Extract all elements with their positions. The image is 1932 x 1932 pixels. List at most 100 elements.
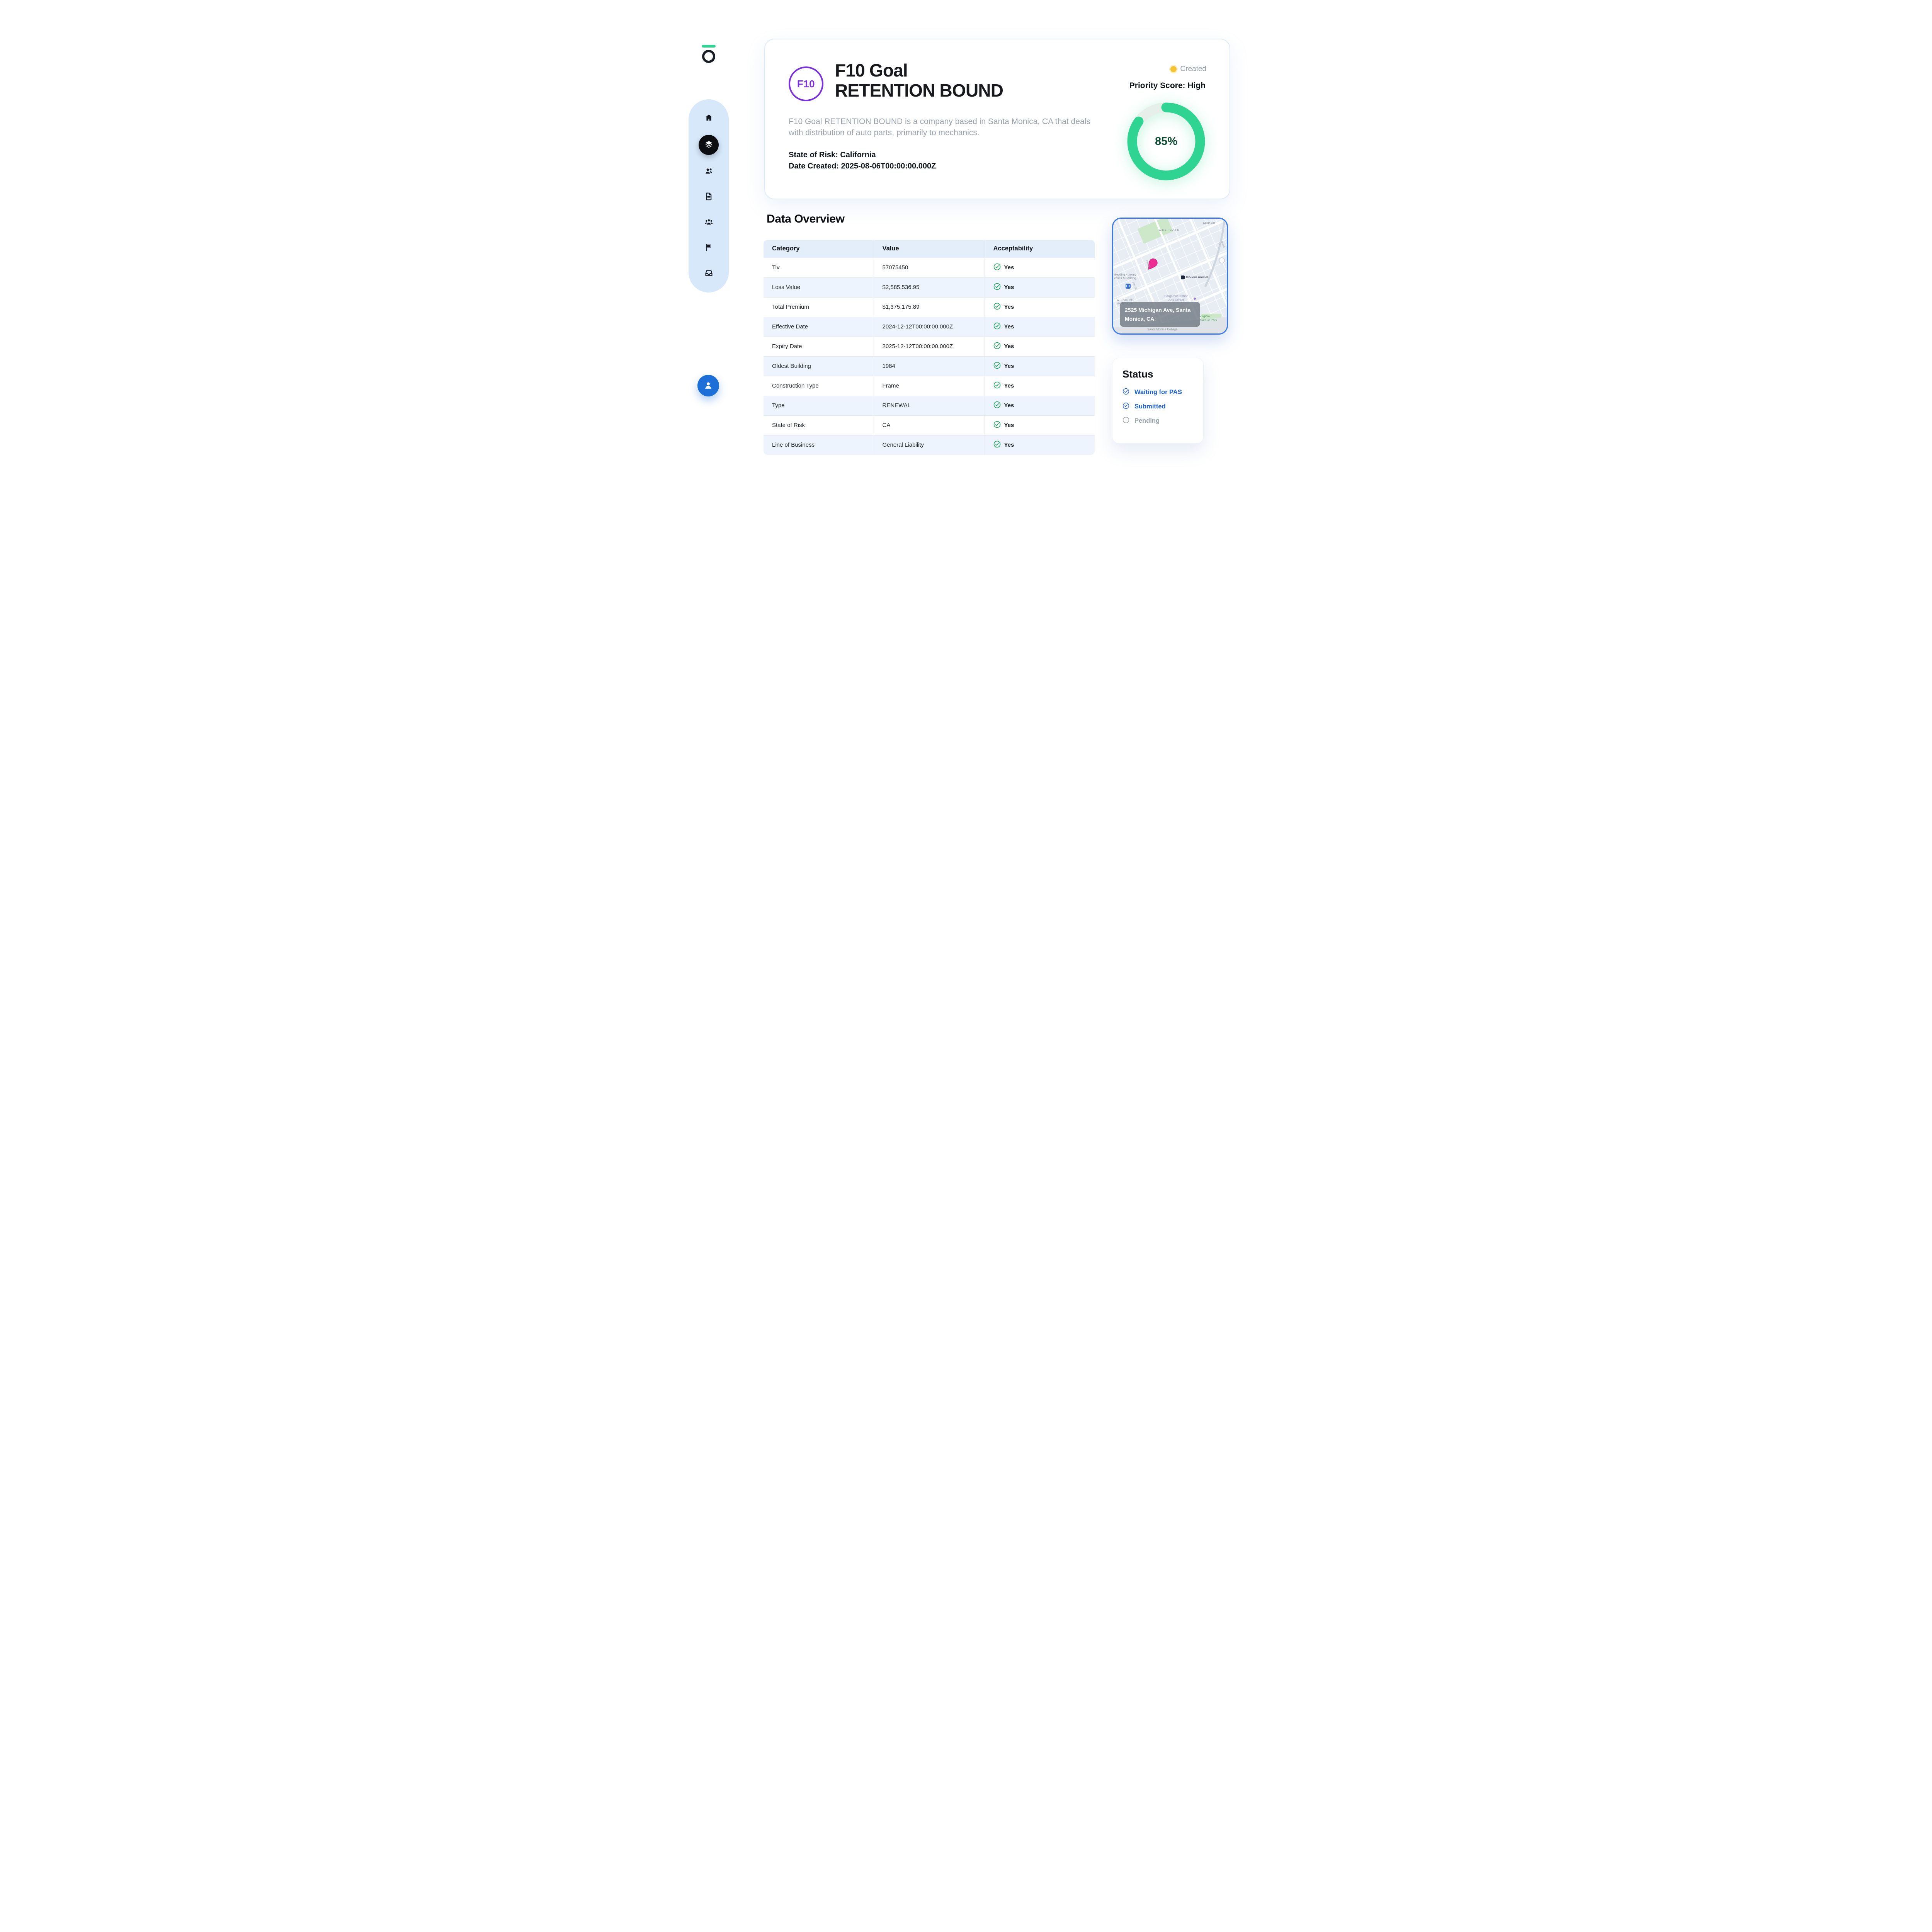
cell-value: 2025-12-12T00:00:00.000Z — [873, 336, 985, 356]
cell-value: 2024-12-12T00:00:00.000Z — [873, 316, 985, 337]
check-circle-icon — [993, 283, 1001, 292]
status-item-submitted[interactable]: Submitted — [1122, 402, 1193, 411]
cell-value: General Liability — [873, 435, 985, 455]
table-header-row: Category Value Acceptability — [764, 240, 1095, 258]
check-circle-icon — [993, 303, 1001, 311]
map-pin-icon — [1148, 259, 1158, 270]
check-circle-icon — [993, 381, 1001, 390]
sidebar — [689, 99, 729, 293]
state-of-risk: State of Risk: California — [789, 151, 876, 159]
title-line-1: F10 Goal — [835, 60, 908, 80]
map-address-overlay: 2525 Michigan Ave, Santa Monica, CA — [1120, 302, 1200, 327]
sidebar-item-flags[interactable] — [700, 239, 718, 257]
check-circle-icon — [993, 263, 1001, 272]
check-circle-icon — [993, 421, 1001, 430]
cell-acceptability: Yes — [984, 297, 1095, 317]
brand-accent-bar — [702, 45, 716, 48]
score-percent: 85% — [1155, 135, 1178, 148]
sidebar-item-documents[interactable] — [700, 188, 718, 206]
table-row: Type RENEWAL Yes — [764, 395, 1095, 415]
cell-category: Type — [764, 395, 874, 415]
user-avatar-button[interactable] — [697, 375, 719, 396]
cell-category: State of Risk — [764, 415, 874, 435]
sidebar-item-layers[interactable] — [699, 135, 719, 155]
sidebar-item-home[interactable] — [700, 109, 718, 127]
table-row: Oldest Building 1984 Yes — [764, 356, 1095, 376]
cell-category: Construction Type — [764, 376, 874, 396]
cell-value: CA — [873, 415, 985, 435]
status-created-label: Created — [1180, 65, 1206, 73]
table-row: Line of Business General Liability Yes — [764, 435, 1095, 455]
cell-value: $1,375,175.89 — [873, 297, 985, 317]
map-park-area — [1137, 219, 1173, 244]
cell-category: Oldest Building — [764, 356, 874, 376]
status-item-waiting-for-pas[interactable]: Waiting for PAS — [1122, 388, 1193, 397]
sidebar-item-team[interactable] — [700, 214, 718, 231]
cell-value: 1984 — [873, 356, 985, 376]
status-list: Waiting for PAS Submitted Pending — [1122, 388, 1193, 425]
flag-icon — [704, 243, 713, 253]
empty-circle-icon — [1122, 417, 1129, 425]
status-label: Submitted — [1134, 403, 1166, 410]
document-icon — [704, 192, 713, 202]
cell-acceptability: Yes — [984, 277, 1095, 297]
column-header-category: Category — [764, 240, 874, 258]
cell-category: Expiry Date — [764, 336, 874, 356]
table-row: Expiry Date 2025-12-12T00:00:00.000Z Yes — [764, 336, 1095, 356]
poi-bed-icon — [1126, 283, 1131, 289]
cell-acceptability: Yes — [984, 257, 1095, 277]
check-circle-icon — [1122, 402, 1129, 411]
cell-category: Line of Business — [764, 435, 874, 455]
table-row: Effective Date 2024-12-12T00:00:00.000Z Ye… — [764, 316, 1095, 337]
team-icon — [704, 218, 713, 228]
cell-acceptability: Yes — [984, 395, 1095, 415]
cell-value: RENEWAL — [873, 395, 985, 415]
cell-acceptability: Yes — [984, 336, 1095, 356]
cell-acceptability: Yes — [984, 316, 1095, 337]
table-row: Loss Value $2,585,536.95 Yes — [764, 277, 1095, 297]
status-card: Status Waiting for PAS Submitted Pending — [1112, 358, 1204, 444]
user-icon — [703, 380, 714, 392]
location-map[interactable]: Color Bar WESTGATE Bedding - Luxury esses … — [1112, 218, 1228, 335]
cell-acceptability: Yes — [984, 356, 1095, 376]
table-row: Tiv 57075450 Yes — [764, 257, 1095, 277]
table-row: Construction Type Frame Yes — [764, 376, 1095, 396]
header-card: F10 F10 Goal RETENTION BOUND F10 Goal RE… — [764, 39, 1230, 199]
status-label: Waiting for PAS — [1134, 389, 1182, 396]
status-item-pending: Pending — [1122, 417, 1193, 425]
brand-circle-icon — [702, 50, 715, 63]
page: F10 F10 Goal RETENTION BOUND F10 Goal RE… — [663, 0, 1269, 488]
check-circle-icon — [1122, 388, 1129, 397]
sidebar-item-inbox[interactable] — [700, 265, 718, 282]
progress-ring-icon — [1127, 102, 1205, 180]
cell-category: Tiv — [764, 257, 874, 277]
title-line-2: RETENTION BOUND — [835, 80, 1003, 100]
cell-value: Frame — [873, 376, 985, 396]
page-title: F10 Goal RETENTION BOUND — [835, 60, 1003, 101]
sidebar-item-people[interactable] — [700, 163, 718, 180]
poi-bergamot-icon — [1193, 297, 1197, 301]
people-icon — [704, 167, 713, 177]
table-row: Total Premium $1,375,175.89 Yes — [764, 297, 1095, 317]
cell-acceptability: Yes — [984, 435, 1095, 455]
status-title: Status — [1122, 368, 1153, 380]
check-circle-icon — [993, 342, 1001, 351]
inbox-icon — [704, 269, 713, 279]
cell-value: $2,585,536.95 — [873, 277, 985, 297]
score-ring: 85% — [1126, 101, 1206, 182]
company-description: F10 Goal RETENTION BOUND is a company ba… — [789, 117, 1090, 138]
poi-modern-animal-icon — [1180, 276, 1185, 279]
check-circle-icon — [993, 440, 1001, 449]
priority-score: Priority Score: High — [1129, 81, 1206, 90]
section-title: Data Overview — [767, 213, 845, 225]
company-badge: F10 — [789, 66, 823, 101]
table-row: State of Risk CA Yes — [764, 415, 1095, 435]
cell-acceptability: Yes — [984, 415, 1095, 435]
brand-logo[interactable] — [701, 45, 716, 63]
date-created: Date Created: 2025-08-06T00:00:00.000Z — [789, 162, 936, 170]
data-table-body: Tiv 57075450 Yes Loss Value $2,585,536.95 Yes… — [764, 257, 1095, 455]
status-created: Created — [1170, 65, 1206, 73]
cell-acceptability: Yes — [984, 376, 1095, 396]
home-icon — [704, 113, 713, 123]
status-label: Pending — [1134, 417, 1160, 424]
